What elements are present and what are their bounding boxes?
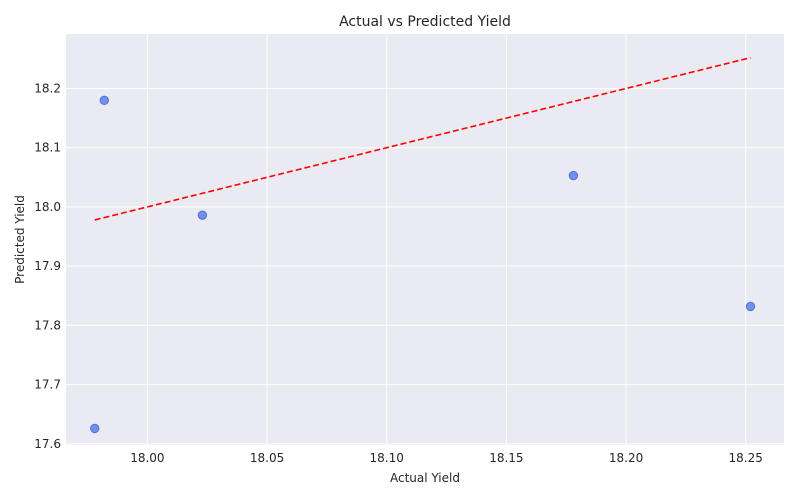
- scatter-point: [745, 301, 756, 312]
- tick-labels: 18.00 18.05 18.10 18.15 18.20 18.25 17.6 17.7 17…: [34, 81, 763, 465]
- x-tick-label: 18.25: [729, 451, 763, 465]
- plot-area: [66, 34, 784, 445]
- y-tick-label: 18.2: [34, 81, 61, 95]
- x-tick-label: 18.00: [130, 451, 164, 465]
- chart-title: Actual vs Predicted Yield: [339, 14, 511, 30]
- scatter-point: [99, 95, 109, 106]
- y-tick-label: 18.1: [34, 141, 61, 155]
- grid: [66, 34, 784, 445]
- x-tick-label: 18.20: [609, 451, 643, 465]
- y-tick-label: 18.0: [34, 200, 61, 214]
- y-tick-label: 17.7: [34, 378, 61, 392]
- reference-line: [94, 56, 751, 221]
- x-tick-label: 18.10: [370, 451, 404, 465]
- x-tick-label: 18.15: [489, 451, 523, 465]
- y-tick-label: 17.9: [34, 259, 61, 273]
- x-axis-label: Actual Yield: [390, 471, 460, 485]
- x-tick-label: 18.05: [250, 451, 284, 465]
- reference-line-layer: [94, 56, 751, 221]
- scatter-point: [197, 210, 208, 220]
- y-axis-label: Predicted Yield: [13, 195, 27, 284]
- y-tick-label: 17.8: [34, 318, 61, 332]
- scatter-points: [90, 95, 756, 434]
- scatter-point: [568, 170, 579, 181]
- scatter-point: [90, 423, 100, 434]
- y-tick-label: 17.6: [34, 437, 61, 451]
